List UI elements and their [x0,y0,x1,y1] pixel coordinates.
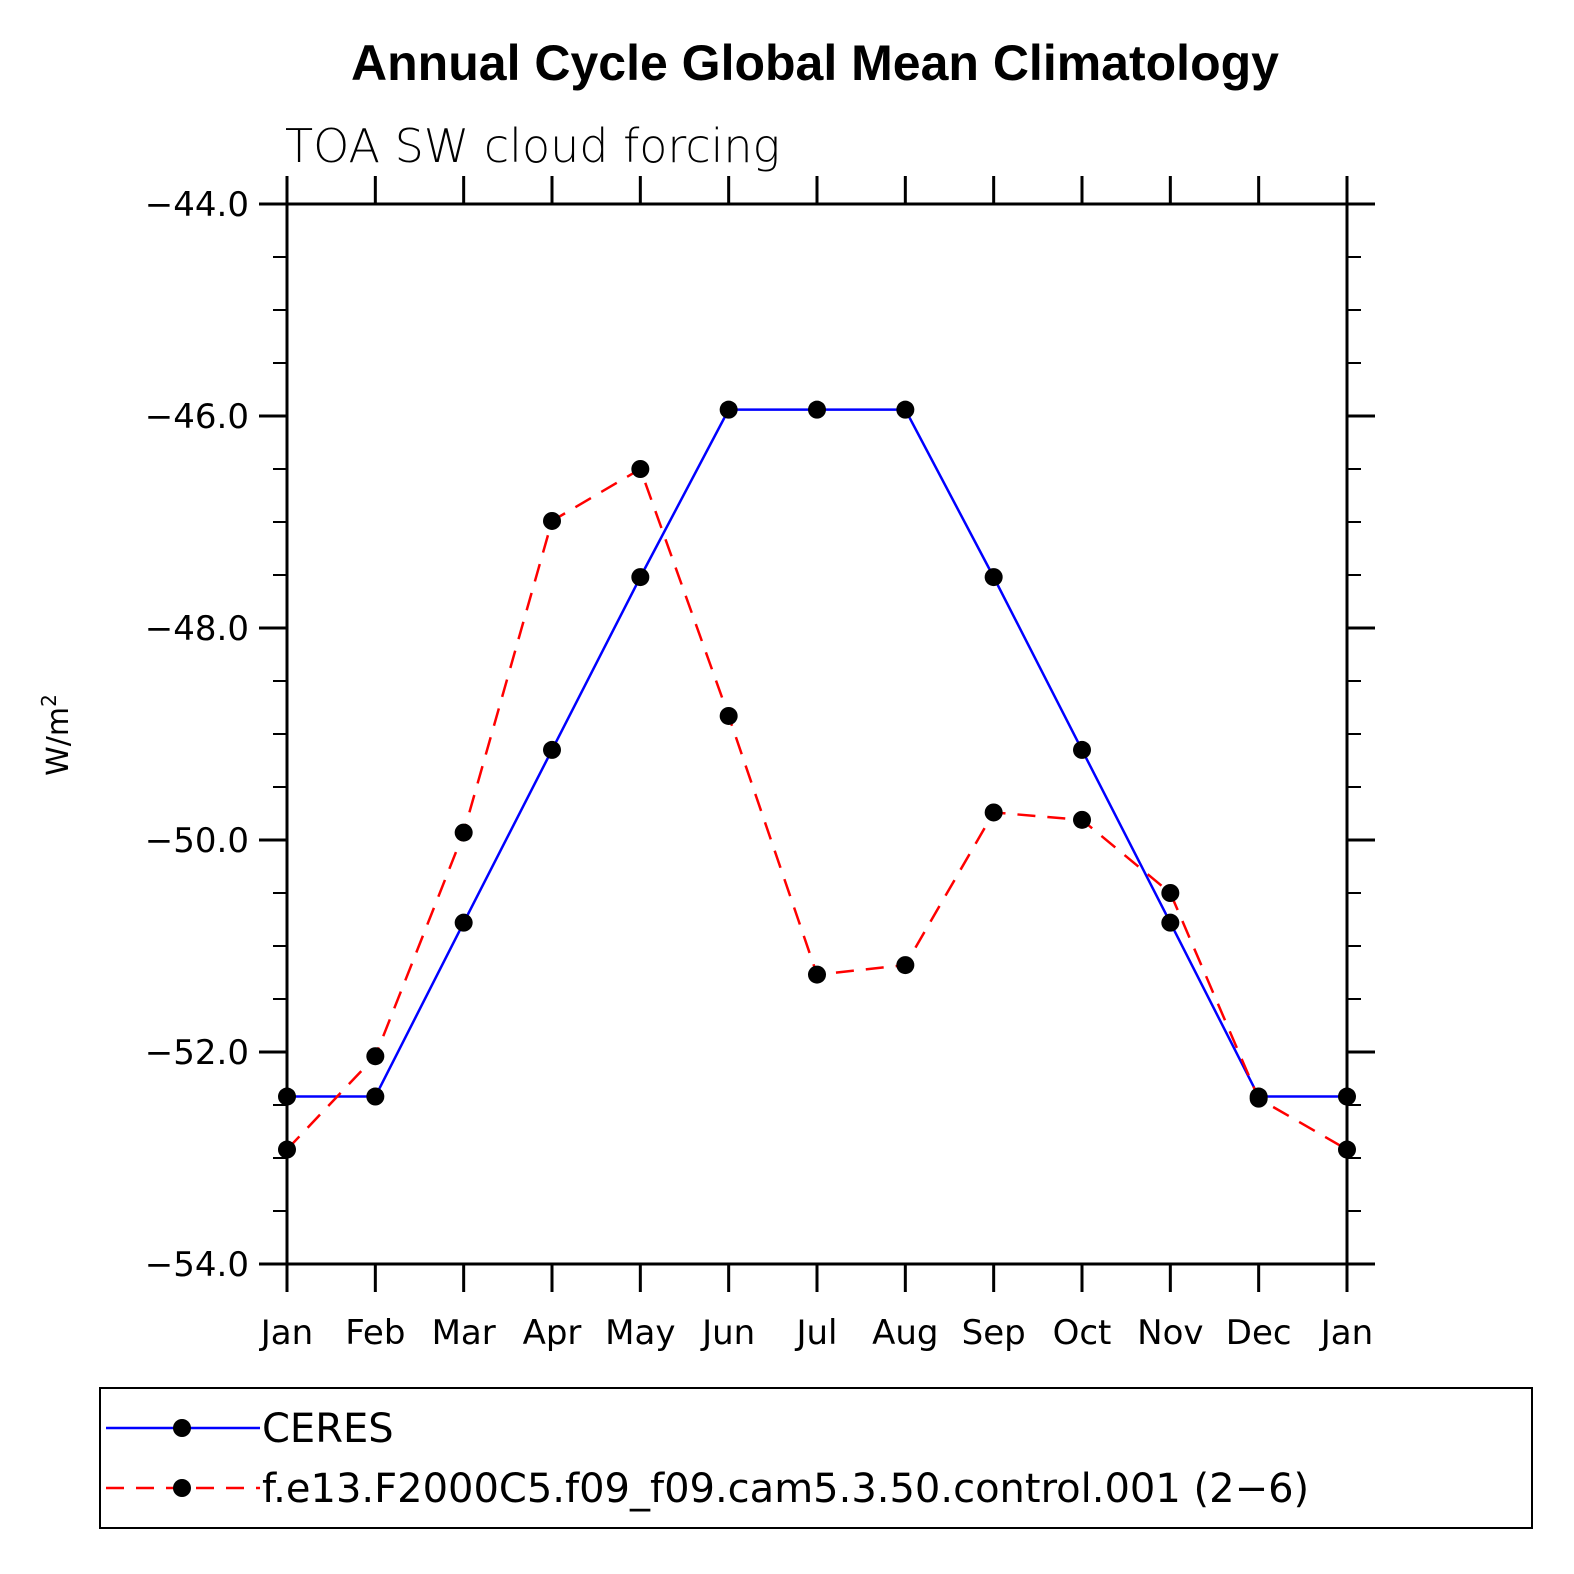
data-point-series-1 [896,956,915,975]
legend-marker-1 [173,1479,191,1497]
y-tick-label: −52.0 [145,1033,249,1073]
x-tick-label: Feb [345,1313,405,1353]
data-point-series-1 [454,823,473,842]
data-point-series-1 [631,460,650,478]
plot-frame [285,202,1349,1266]
legend: CERES f.e13.F2000C5.f09_f09.cam5.3.50.con… [106,1406,1309,1512]
series-line-1 [286,467,1348,1151]
data-point-series-0 [1161,913,1180,932]
y-tick-label: −50.0 [145,821,249,861]
y-axis-label-superscript: 2 [37,694,61,707]
y-tick-label: −46.0 [145,397,249,437]
data-point-series-1 [719,706,738,725]
x-tick-label: Sep [962,1313,1026,1353]
legend-marker-0 [173,1419,191,1437]
data-point-series-1 [1073,810,1091,829]
axes: −54.0 −52.0 −50.0 −48.0 −46.0 −44.0 Jan Feb Mar A… [145,176,1375,1353]
data-point-series-0 [984,568,1003,587]
data-point-series-0 [808,400,826,419]
data-point-series-1 [543,511,561,530]
data-point-series-0 [1338,1087,1356,1106]
data-point-series-1 [366,1047,385,1066]
x-tick-label: Jul [794,1313,837,1353]
data-point-series-0 [543,740,561,759]
y-tick-label: −54.0 [145,1245,249,1285]
x-tick-label: Jan [1319,1313,1373,1353]
chart-subtitle: TOA SW cloud forcing [285,119,780,173]
series-layer [278,400,1356,1159]
data-point-series-0 [1073,740,1091,759]
series-line-0 [287,408,1347,1098]
data-point-series-1 [1338,1140,1356,1159]
y-axis-label: W/m2 [37,694,76,776]
x-tick-label: Jan [259,1313,313,1353]
data-point-series-0 [366,1087,385,1106]
x-tick-label: Jun [700,1313,755,1353]
x-tick-label: Aug [872,1313,938,1353]
data-point-series-1 [1249,1089,1268,1108]
x-tick-label: Oct [1053,1313,1112,1353]
chart-title: Annual Cycle Global Mean Climatology [351,35,1279,91]
y-tick-label: −44.0 [145,185,249,225]
data-point-series-1 [808,965,826,984]
data-point-series-1 [278,1140,296,1159]
legend-label-1: f.e13.F2000C5.f09_f09.cam5.3.50.control.… [262,1466,1309,1512]
x-tick-label: Nov [1137,1313,1203,1353]
data-point-series-0 [278,1087,296,1106]
x-tick-label: Mar [432,1313,496,1353]
data-point-series-0 [631,568,650,587]
data-point-series-0 [719,400,738,419]
data-point-series-0 [454,913,473,932]
data-point-series-1 [1161,884,1180,902]
legend-label-0: CERES [262,1406,394,1452]
x-tick-label: Dec [1226,1313,1292,1353]
y-tick-label: −48.0 [145,609,249,649]
data-point-series-0 [896,400,915,419]
x-tick-label: Apr [523,1313,582,1353]
legend-box [99,1387,1533,1529]
y-axis-label-units: W/m [41,707,76,776]
x-tick-label: May [605,1313,675,1353]
data-point-series-1 [984,803,1003,822]
